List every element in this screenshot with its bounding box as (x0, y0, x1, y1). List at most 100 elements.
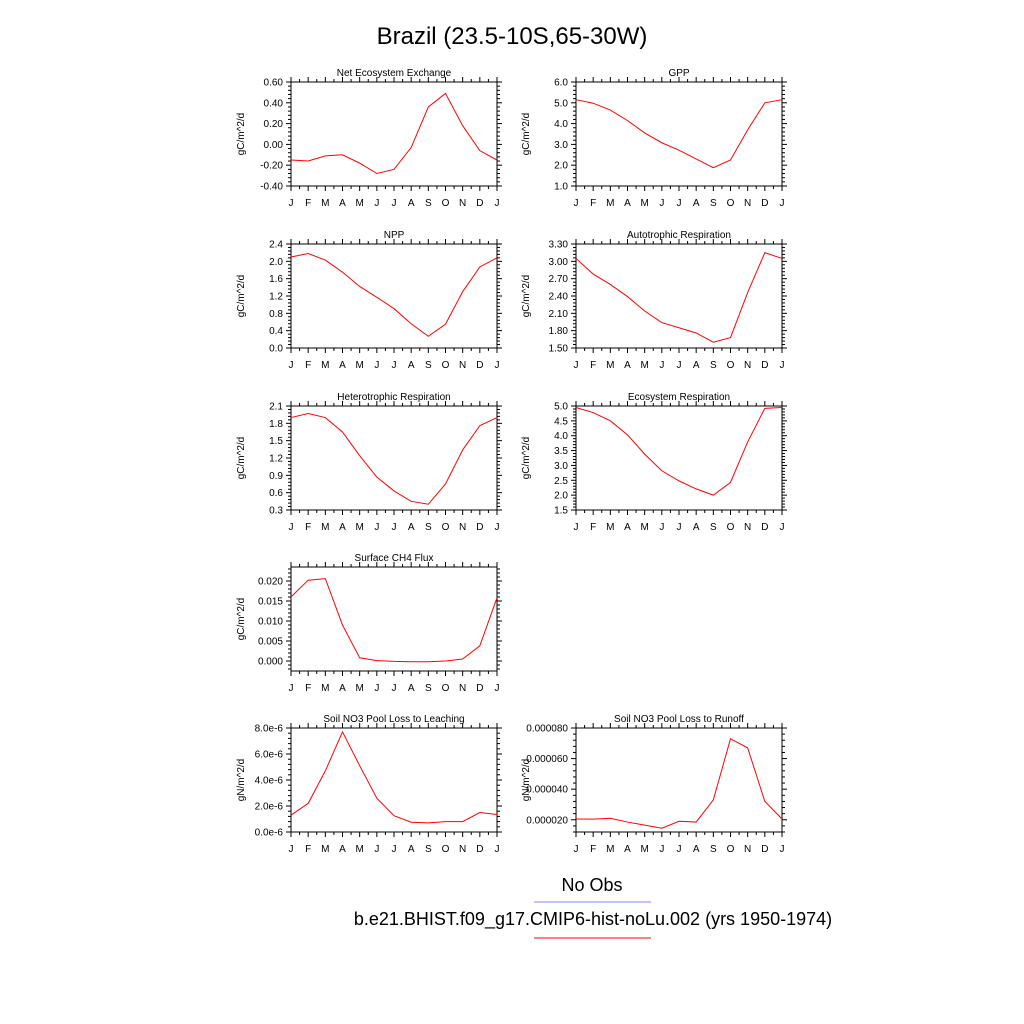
x-tick-label: D (476, 360, 483, 371)
y-tick-label: 0.020 (258, 577, 283, 588)
plot-frame (575, 81, 783, 187)
y-tick-label: 0.000060 (526, 754, 568, 765)
y-tick-label: 5.0 (554, 98, 568, 109)
y-tick-label: 2.1 (269, 402, 283, 413)
series-line (290, 730, 498, 824)
x-tick-label: M (355, 198, 363, 209)
y-tick-label: 0.60 (264, 78, 284, 89)
panel-title: Net Ecosystem Exchange (337, 68, 452, 79)
x-tick-label: M (640, 844, 648, 855)
y-tick-label: 3.5 (554, 446, 568, 457)
x-tick-label: S (425, 360, 432, 371)
x-tick-label: F (305, 198, 311, 209)
x-tick-label: J (289, 522, 294, 533)
x-tick-label: J (374, 683, 379, 694)
x-tick-label: S (710, 844, 717, 855)
panel-title: GPP (668, 68, 689, 79)
x-tick-label: S (710, 522, 717, 533)
series-line (575, 406, 783, 496)
legend: No Obs b.e21.BHIST.f09_g17.CMIP6-hist-no… (354, 875, 832, 939)
y-tick-label: 0.000 (258, 657, 283, 668)
x-tick-label: J (574, 360, 579, 371)
x-tick-label: A (693, 360, 700, 371)
x-tick-label: A (624, 198, 631, 209)
panel-title: Soil NO3 Pool Loss to Runoff (614, 714, 744, 725)
x-tick-label: J (392, 683, 397, 694)
x-tick-label: A (624, 844, 631, 855)
y-axis-label: gC/m^2/d (521, 275, 532, 318)
y-tick-label: 0.0 (269, 344, 283, 355)
y-tick-label: 4.0 (554, 431, 568, 442)
x-tick-label: N (744, 198, 751, 209)
x-tick-label: J (780, 198, 785, 209)
x-tick-label: O (442, 198, 450, 209)
x-tick-label: A (624, 522, 631, 533)
y-tick-label: 1.5 (269, 436, 283, 447)
plot-frame (290, 405, 498, 511)
x-tick-label: M (355, 522, 363, 533)
series-line (575, 252, 783, 343)
y-tick-label: 1.0 (554, 182, 568, 193)
x-tick-label: A (408, 198, 415, 209)
series-line (290, 92, 498, 175)
y-tick-label: 6.0 (554, 78, 568, 89)
x-tick-label: A (408, 844, 415, 855)
x-tick-label: O (442, 844, 450, 855)
y-tick-label: 4.0e-6 (255, 776, 284, 787)
y-tick-label: 0.0e-6 (255, 828, 284, 839)
y-tick-label: 1.8 (269, 419, 283, 430)
series-line (290, 578, 498, 663)
x-tick-label: S (425, 844, 432, 855)
x-tick-label: M (640, 360, 648, 371)
x-tick-label: M (640, 198, 648, 209)
x-tick-label: A (339, 360, 346, 371)
y-tick-label: 6.0e-6 (255, 750, 284, 761)
y-tick-label: 4.0 (554, 119, 568, 130)
x-tick-label: S (425, 683, 432, 694)
x-tick-label: A (693, 844, 700, 855)
y-tick-label: -0.20 (260, 161, 283, 172)
x-tick-label: M (321, 844, 329, 855)
y-tick-label: 1.80 (549, 326, 569, 337)
y-axis-label: gC/m^2/d (521, 437, 532, 480)
panel-title: Autotrophic Respiration (627, 230, 731, 241)
x-tick-label: D (761, 844, 768, 855)
y-tick-label: 2.70 (549, 274, 569, 285)
y-tick-label: 0.010 (258, 617, 283, 628)
x-tick-label: O (727, 522, 735, 533)
x-tick-label: J (374, 198, 379, 209)
plot-frame (290, 243, 498, 349)
x-tick-label: O (727, 844, 735, 855)
x-tick-label: J (392, 844, 397, 855)
x-tick-label: J (495, 844, 500, 855)
y-tick-label: 8.0e-6 (255, 724, 284, 735)
y-tick-label: 0.000040 (526, 785, 568, 796)
y-tick-label: 0.015 (258, 597, 283, 608)
plot-frame (290, 81, 498, 187)
y-tick-label: 2.0 (554, 161, 568, 172)
x-tick-label: N (744, 360, 751, 371)
series-line (575, 99, 783, 169)
x-tick-label: J (659, 360, 664, 371)
y-tick-label: 2.0 (554, 491, 568, 502)
y-tick-label: 0.3 (269, 506, 283, 517)
x-tick-label: O (442, 522, 450, 533)
x-tick-label: J (574, 844, 579, 855)
x-tick-label: A (408, 522, 415, 533)
x-tick-label: F (590, 198, 596, 209)
y-tick-label: 2.5 (554, 476, 568, 487)
x-tick-label: N (459, 198, 466, 209)
x-tick-label: M (321, 683, 329, 694)
y-tick-label: 0.4 (269, 326, 283, 337)
x-tick-label: S (710, 360, 717, 371)
x-tick-label: J (677, 198, 682, 209)
panel-title: NPP (384, 230, 405, 241)
x-tick-label: D (476, 844, 483, 855)
x-tick-label: S (425, 522, 432, 533)
